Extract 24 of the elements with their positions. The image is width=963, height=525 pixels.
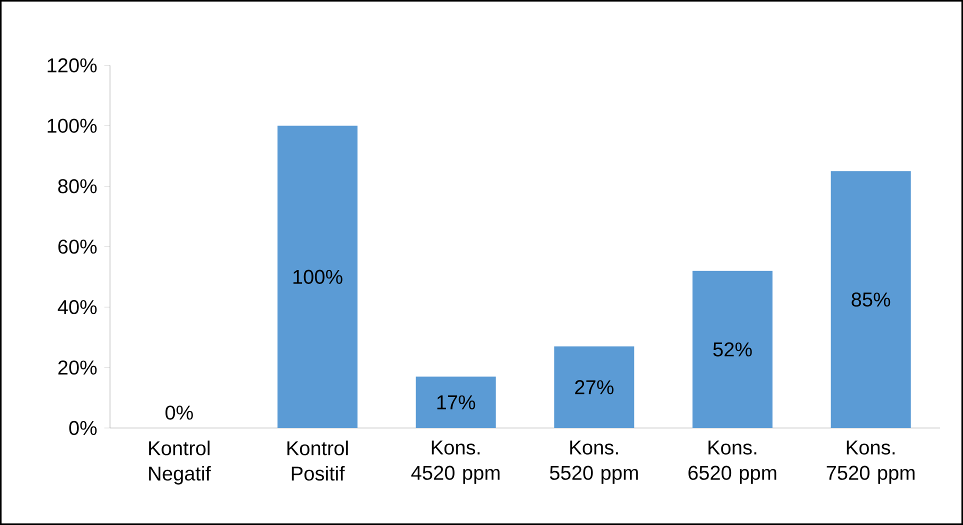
data-label: 85% [852,292,890,307]
data-label: 27% [575,380,614,394]
data-label: 100% [293,270,342,284]
y-tick-label: 80% [58,179,97,194]
y-tick-label: 120% [48,58,97,72]
y-tick-label: 20% [58,360,97,375]
bar [278,126,358,428]
y-tick-label: 0% [69,420,97,436]
data-label: 52% [713,342,752,356]
x-tick-label: Kons. 5520 ppm [550,440,638,484]
x-tick-label: Kons. 6520 ppm [688,440,776,484]
y-tick-label: 40% [58,300,97,314]
x-tick-label: Kontrol Negatif [149,440,211,485]
x-tick-label: Kontrol Positif [287,440,348,481]
bar [692,270,773,428]
data-label: 17% [437,395,476,410]
y-tick-label: 60% [58,240,97,254]
bar [554,346,634,428]
y-tick-label: 100% [48,118,97,133]
x-tick-label: Kons. 4520 ppm [411,440,500,484]
x-tick-label: Kons. 7520 ppm [826,440,915,484]
bar [416,376,496,428]
data-label: 0% [165,406,193,420]
bar [830,171,911,428]
